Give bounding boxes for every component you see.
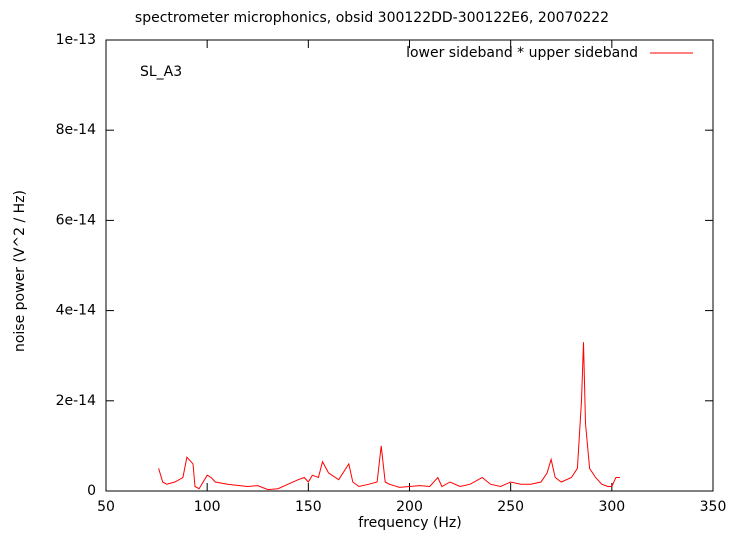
y-tick-label: 1e-13: [56, 32, 96, 48]
y-tick-label: 2e-14: [56, 393, 96, 409]
y-tick-label: 4e-14: [56, 303, 96, 319]
x-tick-label: 50: [97, 499, 115, 515]
legend-label: lower sideband * upper sideband: [406, 45, 638, 61]
y-tick-label: 6e-14: [56, 212, 96, 228]
chart-title: spectrometer microphonics, obsid 300122D…: [135, 10, 609, 26]
y-tick-label: 0: [87, 483, 96, 499]
data-line: [158, 342, 620, 491]
x-axis-label: frequency (Hz): [358, 515, 461, 531]
x-tick-label: 150: [295, 499, 322, 515]
x-tick-label: 250: [497, 499, 524, 515]
x-tick-label: 300: [598, 499, 625, 515]
x-tick-label: 350: [700, 499, 727, 515]
x-tick-label: 200: [396, 499, 423, 515]
y-axis-label: noise power (V^2 / Hz): [12, 190, 28, 352]
y-tick-label: 8e-14: [56, 122, 96, 138]
plot-border: [105, 39, 714, 492]
x-tick-label: 100: [194, 499, 221, 515]
annotation: SL_A3: [140, 64, 182, 80]
